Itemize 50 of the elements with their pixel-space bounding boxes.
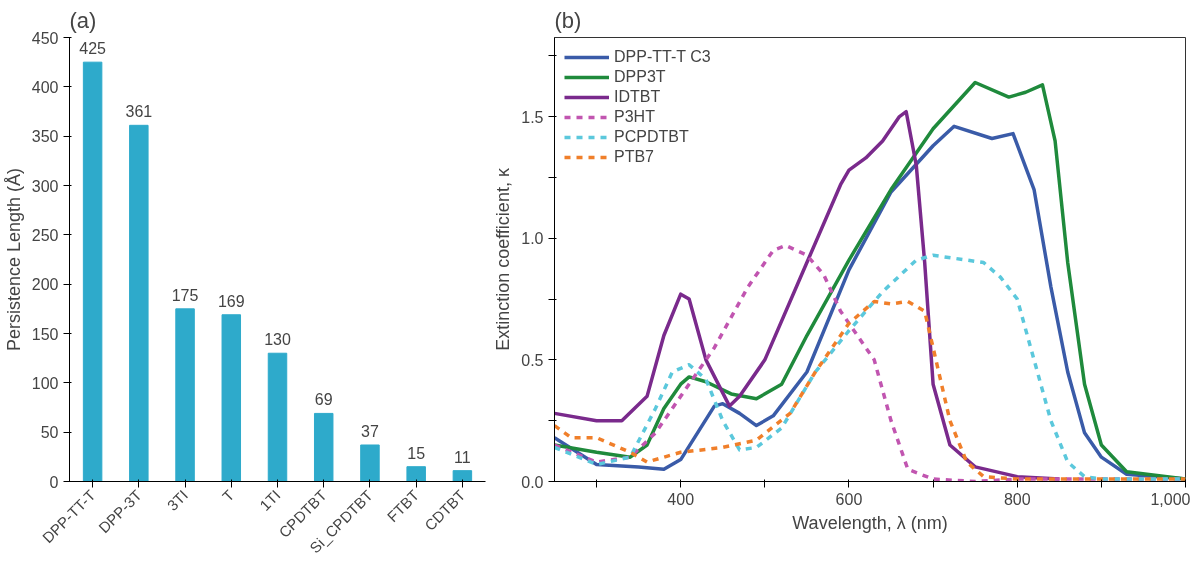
bar	[267, 352, 288, 482]
bar	[221, 314, 242, 482]
x-tick-label: 3TI	[163, 486, 192, 514]
legend-label: PTB7	[614, 148, 655, 166]
bar	[129, 124, 149, 482]
y-tick-label: 100	[31, 374, 59, 392]
data-label: 37	[361, 422, 379, 440]
y-tick-label: 0	[49, 473, 59, 491]
y-tick-label: 1.5	[521, 108, 544, 126]
y-axis-title: Persistence Length (Å)	[3, 167, 24, 352]
y-tick-label: 150	[31, 325, 59, 343]
y-tick-label: 400	[31, 78, 59, 96]
legend-label: PCPDTBT	[614, 128, 689, 146]
y-tick-label: 250	[31, 226, 59, 244]
data-label: 11	[454, 448, 471, 466]
data-label: 361	[125, 103, 153, 121]
y-tick-label: 450	[31, 29, 59, 47]
y-tick-label: 50	[40, 424, 59, 442]
legend-label: P3HT	[614, 108, 655, 126]
bar	[82, 61, 103, 482]
bar	[406, 466, 426, 482]
y-tick-label: 200	[31, 276, 59, 294]
legend-label: DPP3T	[614, 68, 666, 86]
data-label: 130	[264, 331, 291, 349]
y-axis-title: Extinction coefficient, κ	[493, 167, 514, 351]
data-label: 425	[79, 40, 107, 58]
y-tick-label: 0.0	[521, 473, 544, 491]
x-tick-label: 1,000	[1150, 490, 1191, 508]
x-tick-label: 1TI	[256, 486, 284, 514]
x-tick-label: 600	[835, 490, 863, 508]
x-axis-title: Wavelength, λ (nm)	[792, 512, 948, 533]
bar	[175, 308, 195, 482]
data-label: 69	[314, 391, 333, 409]
y-tick-label: 0.5	[521, 351, 544, 369]
data-label: 175	[171, 286, 199, 304]
data-label: 15	[407, 444, 426, 462]
bar	[360, 444, 380, 482]
bar	[452, 470, 473, 482]
data-label: 169	[217, 292, 245, 310]
y-tick-label: 350	[31, 128, 59, 146]
legend-label: DPP-TT-T C3	[614, 48, 711, 66]
y-tick-label: 1.0	[521, 230, 544, 248]
x-tick-label: 800	[1003, 490, 1031, 508]
legend-label: IDTBT	[614, 88, 661, 106]
chart-title: (a)	[69, 7, 97, 33]
y-tick-label: 300	[31, 177, 59, 195]
x-tick-label: 400	[667, 490, 695, 508]
bar	[313, 412, 334, 482]
x-tick-label: T	[218, 486, 238, 505]
chart-title: (b)	[554, 7, 582, 33]
